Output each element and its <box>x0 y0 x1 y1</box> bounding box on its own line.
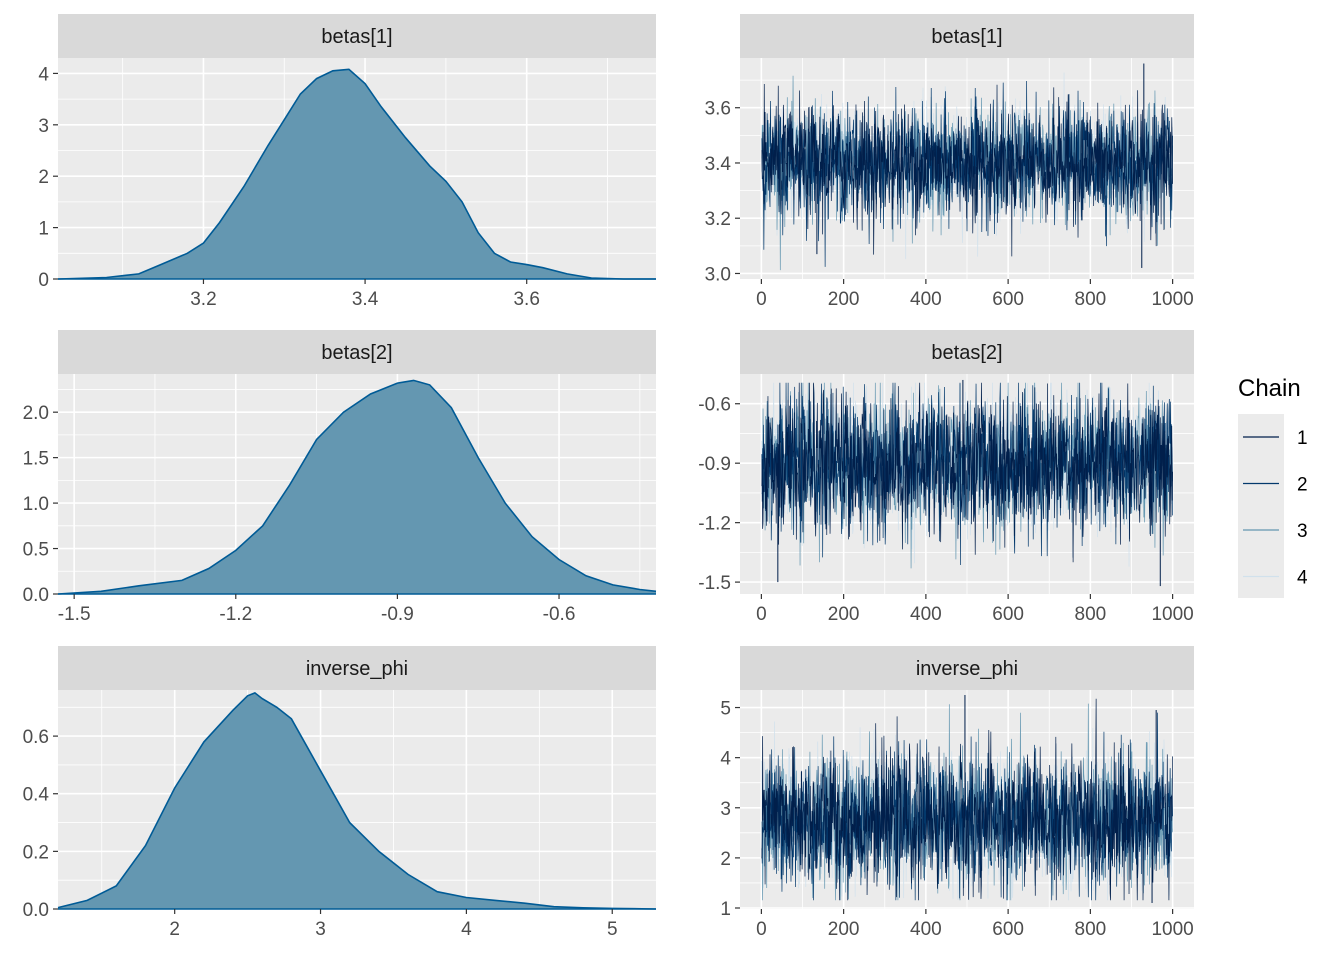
x-tick-label: 1000 <box>1151 289 1193 310</box>
x-tick-label: 400 <box>910 604 942 625</box>
legend-key-background <box>1238 414 1284 598</box>
x-tick-label: 800 <box>1075 919 1107 940</box>
legend-label-chain-2: 2 <box>1297 475 1308 496</box>
facet-strip-label: inverse_phi <box>916 658 1018 680</box>
y-tick-label: 0.0 <box>23 900 49 921</box>
y-tick-label: 0.2 <box>23 842 49 863</box>
panel-4: inverse_phi 2 3 4 5 0.0 0.2 0.4 0.6 <box>23 646 657 940</box>
x-tick-label: 0 <box>756 289 767 310</box>
x-tick-label: 800 <box>1075 604 1107 625</box>
facet-strip <box>740 646 1194 690</box>
legend-label-chain-1: 1 <box>1297 428 1308 449</box>
x-tick-label: 3.6 <box>513 289 539 310</box>
x-tick-label: -0.9 <box>381 604 414 625</box>
facet-strip-label: betas[2] <box>931 342 1002 364</box>
x-tick-label: 4 <box>461 919 472 940</box>
y-tick-label: 2 <box>38 167 49 188</box>
panel-5: inverse_phi 0 200 400 600 800 1000 1 2 3 4 5 <box>720 646 1194 940</box>
density-line <box>57 691 657 910</box>
y-tick-label: 0.0 <box>23 585 49 606</box>
x-tick-label: 400 <box>910 919 942 940</box>
y-tick-label: -0.6 <box>698 395 731 416</box>
y-tick-label: 3.2 <box>705 209 731 230</box>
x-tick-label: -1.5 <box>58 604 91 625</box>
y-tick-label: -1.2 <box>698 514 731 535</box>
density-area <box>58 692 656 909</box>
x-tick-label: 0 <box>756 604 767 625</box>
y-tick-label: 1 <box>38 219 49 240</box>
density-line <box>57 68 656 280</box>
facet-strip-label: betas[1] <box>321 26 392 48</box>
facet-strip <box>58 14 656 58</box>
y-tick-label: 1.5 <box>23 449 49 470</box>
y-tick-label: 0.5 <box>23 540 49 561</box>
y-tick-label: -1.5 <box>698 573 731 594</box>
facet-strip-label: betas[2] <box>321 342 392 364</box>
x-tick-label: 0 <box>756 919 767 940</box>
x-tick-label: 3.4 <box>352 289 379 310</box>
y-tick-label: 3.6 <box>705 99 731 120</box>
trace-chain-1 <box>761 698 1173 901</box>
legend-label-chain-3: 3 <box>1297 521 1308 542</box>
facet-strip-label: inverse_phi <box>306 658 408 680</box>
x-tick-label: 600 <box>992 919 1024 940</box>
y-tick-label: 5 <box>720 699 731 720</box>
facet-strip <box>58 646 656 690</box>
panel-1: betas[1] 0 200 400 600 800 1000 3.0 3.2 3.4 3.6 <box>705 14 1194 310</box>
y-tick-label: 2 <box>720 849 731 870</box>
y-tick-label: 1 <box>720 899 731 920</box>
y-tick-label: -0.9 <box>698 454 731 475</box>
y-tick-label: 3 <box>38 116 49 137</box>
x-tick-label: -0.6 <box>543 604 576 625</box>
facet-strip <box>58 330 656 374</box>
y-tick-label: 1.0 <box>23 494 49 515</box>
x-tick-label: 1000 <box>1151 604 1193 625</box>
y-tick-label: 0 <box>38 270 49 291</box>
facet-strip <box>740 330 1194 374</box>
trace-chain-1 <box>761 382 1173 563</box>
y-tick-label: 3 <box>720 799 731 820</box>
y-tick-label: 4 <box>38 64 49 85</box>
x-tick-label: -1.2 <box>219 604 252 625</box>
x-tick-label: 600 <box>992 604 1024 625</box>
y-tick-label: 3.4 <box>705 154 732 175</box>
y-tick-label: 4 <box>720 749 731 770</box>
trace-chain-1 <box>761 84 1173 257</box>
x-tick-label: 1000 <box>1151 919 1193 940</box>
density-area <box>58 380 656 594</box>
x-tick-label: 3.2 <box>190 289 216 310</box>
x-tick-label: 800 <box>1075 289 1107 310</box>
x-tick-label: 3 <box>315 919 326 940</box>
x-tick-label: 200 <box>828 289 860 310</box>
density-area <box>58 69 656 279</box>
y-tick-label: 0.4 <box>23 785 50 806</box>
x-tick-label: 2 <box>169 919 180 940</box>
panel-0: betas[1] 3.2 3.4 3.6 0 1 2 3 4 <box>38 14 656 310</box>
panel-3: betas[2] 0 200 400 600 800 1000 -1.5 -1.2 -0.9 -0.… <box>698 330 1194 625</box>
x-tick-label: 5 <box>607 919 618 940</box>
legend-label-chain-4: 4 <box>1297 568 1308 589</box>
x-tick-label: 200 <box>828 919 860 940</box>
panel-2: betas[2] -1.5 -1.2 -0.9 -0.6 0.0 0.5 1.0 1.5 2.0 <box>23 330 657 625</box>
y-tick-label: 2.0 <box>23 403 49 424</box>
y-tick-label: 3.0 <box>705 264 731 285</box>
facet-strip <box>740 14 1194 58</box>
x-tick-label: 400 <box>910 289 942 310</box>
y-tick-label: 0.6 <box>23 727 49 748</box>
legend-title: Chain <box>1238 375 1301 402</box>
legend: Chain 1 2 3 4 <box>1238 375 1308 598</box>
x-tick-label: 200 <box>828 604 860 625</box>
facet-strip-label: betas[1] <box>931 26 1002 48</box>
x-tick-label: 600 <box>992 289 1024 310</box>
density-line <box>57 379 657 595</box>
